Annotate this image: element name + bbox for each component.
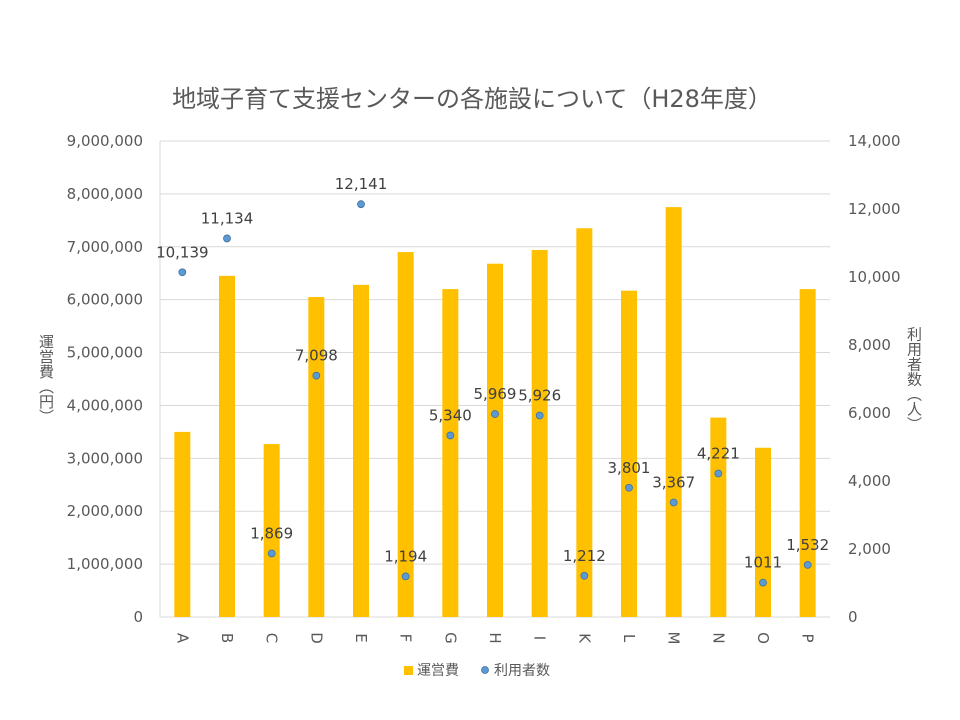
point-H [491, 410, 499, 418]
category-label: D [307, 632, 325, 644]
point-N [714, 469, 723, 478]
legend-swatch-bar [404, 666, 413, 675]
category-label: G [441, 632, 459, 644]
left-tick-label: 4,000,000 [67, 396, 143, 414]
left-tick-label: 9,000,000 [67, 132, 143, 150]
legend-swatch-point [481, 666, 489, 674]
right-tick-label: 6,000 [848, 404, 891, 422]
legend: 運営費 利用者数 [404, 663, 550, 679]
right-tick-label: 8,000 [848, 336, 891, 354]
point-B [223, 234, 231, 243]
bar-E [353, 284, 369, 617]
chart-title: 地域子育て支援センターの各施設について（H28年度） [172, 85, 772, 113]
point-M [669, 498, 678, 507]
category-label: C [263, 633, 281, 643]
bar-F [397, 252, 414, 618]
category-label: E [352, 633, 370, 642]
left-tick-label: 3,000,000 [67, 449, 143, 467]
data-label: 12,141 [335, 175, 388, 193]
category-label: P [799, 633, 817, 642]
category-label: M [665, 632, 683, 645]
point-F [401, 572, 410, 581]
left-tick-label: 6,000,000 [67, 291, 143, 309]
category-label: A [173, 633, 191, 644]
right-tick-label: 12,000 [848, 200, 901, 218]
point-L [625, 483, 633, 492]
left-tick-label: 5,000,000 [67, 344, 143, 362]
data-label: 1,869 [250, 524, 293, 542]
bar-C [263, 444, 280, 617]
bar-B [219, 275, 235, 617]
bar-L [621, 290, 637, 617]
legend-label-bar: 運営費 [417, 663, 459, 679]
category-label: O [754, 632, 772, 644]
bar-I [531, 249, 548, 617]
bar-O [755, 447, 771, 617]
data-label: 5,969 [474, 385, 517, 403]
category-label: L [620, 634, 638, 643]
point-G [446, 431, 455, 440]
point-C [267, 549, 276, 558]
point-O [759, 578, 767, 587]
right-tick-label: 4,000 [848, 472, 891, 490]
bar-H [487, 263, 503, 617]
bar-D [308, 297, 325, 617]
left-axis-title: 運営費（円） [37, 334, 55, 424]
data-label: 11,134 [201, 209, 254, 227]
left-tick-label: 1,000,000 [67, 555, 143, 573]
bar-series [174, 207, 816, 618]
data-label: 10,139 [156, 243, 209, 261]
right-axis-ticks: 0 2,000 4,000 6,000 8,000 10,000 12,000 14,000 [848, 132, 901, 626]
bar-K [576, 228, 593, 617]
data-label: 1,212 [563, 547, 606, 565]
category-label: N [709, 632, 727, 643]
category-label: B [218, 633, 236, 643]
right-tick-label: 0 [848, 608, 858, 626]
data-label: 5,926 [518, 387, 561, 405]
left-tick-label: 8,000,000 [67, 185, 143, 203]
left-axis-ticks: 0 1,000,000 2,000,000 3,000,000 4,000,000 5,0… [67, 132, 143, 626]
bar-G [442, 289, 459, 617]
right-tick-label: 14,000 [848, 132, 901, 150]
right-axis-title: 利用者数（人） [905, 327, 923, 432]
data-label: 4,221 [697, 444, 740, 462]
point-A [178, 268, 187, 277]
legend-label-point: 利用者数 [494, 663, 550, 679]
data-label: 1,194 [384, 547, 427, 565]
category-label: K [575, 633, 593, 644]
point-I [535, 411, 544, 420]
data-label: 7,098 [295, 347, 338, 365]
category-label: F [397, 634, 415, 643]
point-E [357, 200, 365, 209]
data-label: 1011 [744, 554, 782, 572]
bar-N [710, 417, 727, 617]
data-label: 5,340 [429, 406, 472, 424]
left-tick-label: 2,000,000 [67, 502, 143, 520]
right-tick-label: 10,000 [848, 268, 901, 286]
category-label: H [486, 632, 504, 643]
bar-M [665, 207, 682, 617]
axis-titles: 運営費（円） 利用者数（人） [37, 327, 923, 432]
point-K [580, 571, 589, 580]
right-tick-label: 2,000 [848, 540, 891, 558]
data-label: 3,367 [652, 474, 695, 492]
bar-A [174, 431, 191, 617]
data-label: 3,801 [608, 459, 651, 477]
bar-P [799, 289, 816, 617]
point-D [312, 371, 321, 380]
category-label: I [531, 636, 549, 640]
left-tick-label: 7,000,000 [67, 238, 143, 256]
left-tick-label: 0 [133, 608, 143, 626]
point-series: 10,13911,1341,8697,09812,1411,1945,3405,… [156, 175, 829, 587]
point-P [803, 561, 812, 569]
data-label: 1,532 [786, 536, 829, 554]
